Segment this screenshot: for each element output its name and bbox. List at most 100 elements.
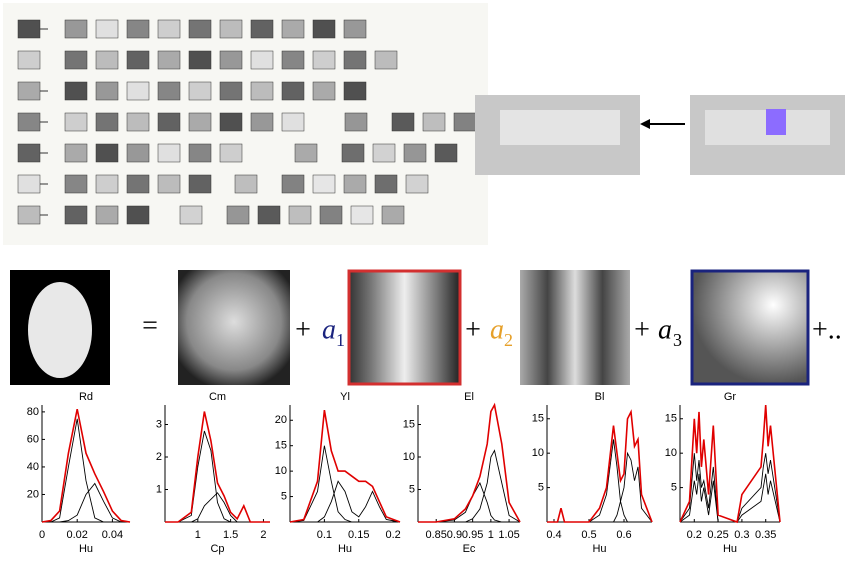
- chart-title: Yl: [340, 391, 350, 403]
- x-tick-label: 1.5: [223, 529, 238, 541]
- y-tick-label: 5: [538, 481, 544, 493]
- thumbnail: [220, 82, 242, 100]
- thumbnail: [220, 51, 242, 69]
- thumbnail: [189, 20, 211, 38]
- continuation: +..: [812, 314, 842, 345]
- chart-title: El: [464, 391, 474, 403]
- y-tick-label: 2: [156, 451, 162, 463]
- x-tick-label: 2: [260, 529, 266, 541]
- thumbnail: [18, 144, 40, 162]
- thumbnail: [344, 82, 366, 100]
- thumbnail: [282, 51, 304, 69]
- thumbnail: [65, 144, 87, 162]
- thumbnail: [375, 175, 397, 193]
- thumbnail: [344, 175, 366, 193]
- thumbnail: [251, 82, 273, 100]
- x-tick-label: 1: [195, 529, 201, 541]
- coefficient-subscript: 1: [336, 330, 345, 350]
- thumbnail: [158, 51, 180, 69]
- thumbnail: [96, 20, 118, 38]
- plus-sign: +: [465, 314, 481, 345]
- thumbnail: [342, 144, 364, 162]
- series-line: [165, 431, 270, 522]
- thumbnail: [313, 82, 335, 100]
- thumbnail: [344, 20, 366, 38]
- y-tick-label: 80: [27, 406, 39, 418]
- thumbnail: [392, 113, 414, 131]
- series-line: [290, 481, 400, 522]
- plus-sign: +: [634, 314, 650, 345]
- chart-title: Cm: [209, 391, 226, 403]
- y-tick-label: 10: [532, 447, 544, 459]
- y-tick-label: 10: [403, 451, 415, 463]
- thumbnail: [313, 20, 335, 38]
- thumbnail: [435, 144, 457, 162]
- thumbnail: [96, 51, 118, 69]
- thumbnail: [320, 206, 342, 224]
- x-tick-label: 0.4: [546, 529, 561, 541]
- thumbnail: [454, 113, 476, 131]
- y-tick-label: 5: [281, 490, 287, 502]
- thumbnail: [96, 113, 118, 131]
- equals-sign: =: [142, 310, 158, 341]
- thumbnail: [189, 82, 211, 100]
- y-tick-label: 15: [275, 440, 287, 452]
- feature-cluster: [766, 109, 786, 135]
- x-tick-label: 0.04: [102, 529, 123, 541]
- y-tick-label: 5: [409, 483, 415, 495]
- x-tick-label: 0: [39, 529, 45, 541]
- thumbnail: [18, 20, 40, 38]
- thumbnail: [189, 144, 211, 162]
- thumbnail: [189, 51, 211, 69]
- thumbnail: [65, 113, 87, 131]
- y-tick-label: 20: [27, 488, 39, 500]
- series-line: [547, 453, 652, 522]
- series-line: [42, 409, 130, 522]
- chart-title: Bl: [595, 391, 605, 403]
- coefficient-subscript: 3: [673, 330, 682, 350]
- thumbnail: [282, 82, 304, 100]
- thumbnail: [423, 113, 445, 131]
- thumbnail: [375, 51, 397, 69]
- thumbnail: [251, 51, 273, 69]
- series-line: [290, 410, 400, 522]
- eigen-image: [349, 271, 460, 384]
- thumbnail: [127, 206, 149, 224]
- thumbnail: [258, 206, 280, 224]
- thumbnail: [180, 206, 202, 224]
- thumbnail: [158, 82, 180, 100]
- x-axis-label: Hu: [79, 543, 93, 555]
- thumbnail: [65, 175, 87, 193]
- coefficient: a: [658, 314, 672, 345]
- y-tick-label: 60: [27, 433, 39, 445]
- eigen-image: [692, 271, 808, 384]
- thumbnail: [282, 175, 304, 193]
- y-tick-label: 3: [156, 418, 162, 430]
- thumbnail: [251, 113, 273, 131]
- thumbnail: [235, 175, 257, 193]
- thumbnail: [313, 175, 335, 193]
- thumbnail: [406, 175, 428, 193]
- mean-image: [178, 270, 290, 385]
- x-tick-label: 0.35: [755, 529, 776, 541]
- thumbnail: [351, 206, 373, 224]
- thumbnail: [96, 206, 118, 224]
- x-axis-label: Cp: [210, 543, 224, 555]
- thumbnail: [127, 144, 149, 162]
- thumbnail: [65, 206, 87, 224]
- thumbnail: [127, 51, 149, 69]
- y-tick-label: 40: [27, 461, 39, 473]
- thumbnail: [18, 175, 40, 193]
- thumbnail: [251, 20, 273, 38]
- thumbnail: [127, 175, 149, 193]
- coefficient: a: [490, 314, 504, 345]
- series-line: [547, 412, 652, 522]
- thumbnail: [382, 206, 404, 224]
- series-line: [680, 453, 780, 522]
- thumbnail: [220, 20, 242, 38]
- series-line: [42, 419, 130, 522]
- x-tick-label: 0.1: [317, 529, 332, 541]
- thumbnail: [295, 144, 317, 162]
- x-axis-label: Ec: [463, 543, 476, 555]
- x-tick-label: 0.2: [687, 529, 702, 541]
